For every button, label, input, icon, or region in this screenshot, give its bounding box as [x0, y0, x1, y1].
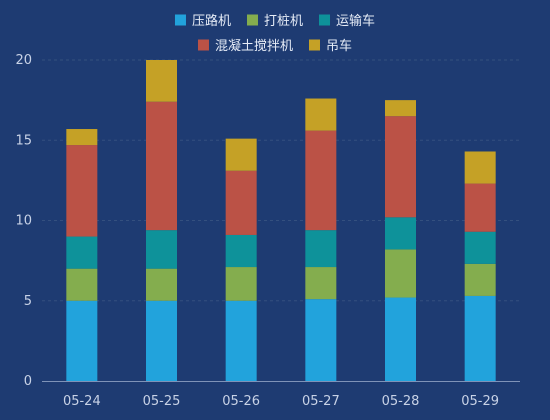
bar-segment[interactable]	[385, 297, 416, 381]
bar-segment[interactable]	[146, 230, 177, 269]
x-tick-label: 05-24	[63, 394, 101, 409]
legend-item[interactable]: 打桩机	[246, 14, 303, 29]
bar-segment[interactable]	[146, 300, 177, 381]
bar-segment[interactable]	[385, 249, 416, 298]
bar-segment[interactable]	[464, 183, 496, 232]
bar-segment[interactable]	[464, 151, 496, 184]
bar-segment[interactable]	[225, 234, 257, 268]
bar-segment[interactable]	[225, 170, 257, 235]
bar-segment[interactable]	[385, 100, 416, 117]
bar-segment[interactable]	[225, 138, 257, 171]
bar-segment[interactable]	[464, 231, 496, 264]
legend-label: 压路机	[192, 13, 231, 29]
bar-segment[interactable]	[66, 236, 98, 269]
x-tick-label: 05-27	[302, 394, 340, 409]
bar-segment[interactable]	[146, 101, 177, 231]
bar-segment[interactable]	[305, 98, 337, 131]
legend-label: 运输车	[336, 13, 375, 29]
bar-segment[interactable]	[305, 267, 337, 300]
bar-segment[interactable]	[66, 300, 98, 381]
legend-swatch	[246, 14, 258, 26]
bar-segment[interactable]	[66, 129, 98, 146]
legend-item[interactable]: 吊车	[309, 38, 352, 54]
bar-segment[interactable]	[305, 299, 337, 381]
x-tick-label: 05-29	[461, 394, 499, 409]
legend-item[interactable]: 运输车	[319, 13, 375, 29]
y-tick-label: 10	[15, 214, 32, 229]
bar-segment[interactable]	[146, 60, 177, 102]
legend-swatch	[319, 14, 331, 26]
x-tick-label: 05-26	[222, 394, 260, 409]
bar-segment[interactable]	[385, 116, 416, 218]
x-tick-label: 05-25	[143, 394, 181, 409]
grid-layer	[42, 59, 520, 302]
bar-segment[interactable]	[66, 145, 98, 237]
bar-segment[interactable]	[305, 230, 337, 268]
y-tick-label: 15	[15, 133, 32, 148]
legend-item[interactable]: 混凝土搅拌机	[197, 38, 293, 54]
bar-segment[interactable]	[66, 268, 98, 301]
bar-segment[interactable]	[146, 268, 177, 301]
y-tick-label: 0	[24, 374, 32, 389]
legend-swatch	[197, 39, 209, 51]
bar-segment[interactable]	[225, 300, 257, 381]
y-tick-label: 20	[15, 53, 32, 68]
bar-segment[interactable]	[464, 263, 496, 296]
bar-segment[interactable]	[385, 217, 416, 250]
legend-swatch	[174, 14, 186, 26]
legend-label: 吊车	[326, 38, 352, 54]
bar-layer	[66, 60, 496, 381]
axis-layer: 0 5 10 15 20 05-24 05-25 05-26 05-27 05-28 05-29	[15, 53, 520, 409]
legend-swatch	[309, 39, 320, 51]
bar-segment[interactable]	[305, 130, 337, 231]
bar-segment[interactable]	[225, 267, 257, 301]
bar-segment[interactable]	[464, 295, 496, 381]
legend-item[interactable]: 压路机	[174, 13, 231, 29]
legend-label: 混凝土搅拌机	[215, 38, 293, 54]
legend-label: 打桩机	[264, 14, 303, 29]
x-tick-label: 05-28	[382, 394, 420, 409]
y-tick-label: 5	[24, 294, 32, 309]
